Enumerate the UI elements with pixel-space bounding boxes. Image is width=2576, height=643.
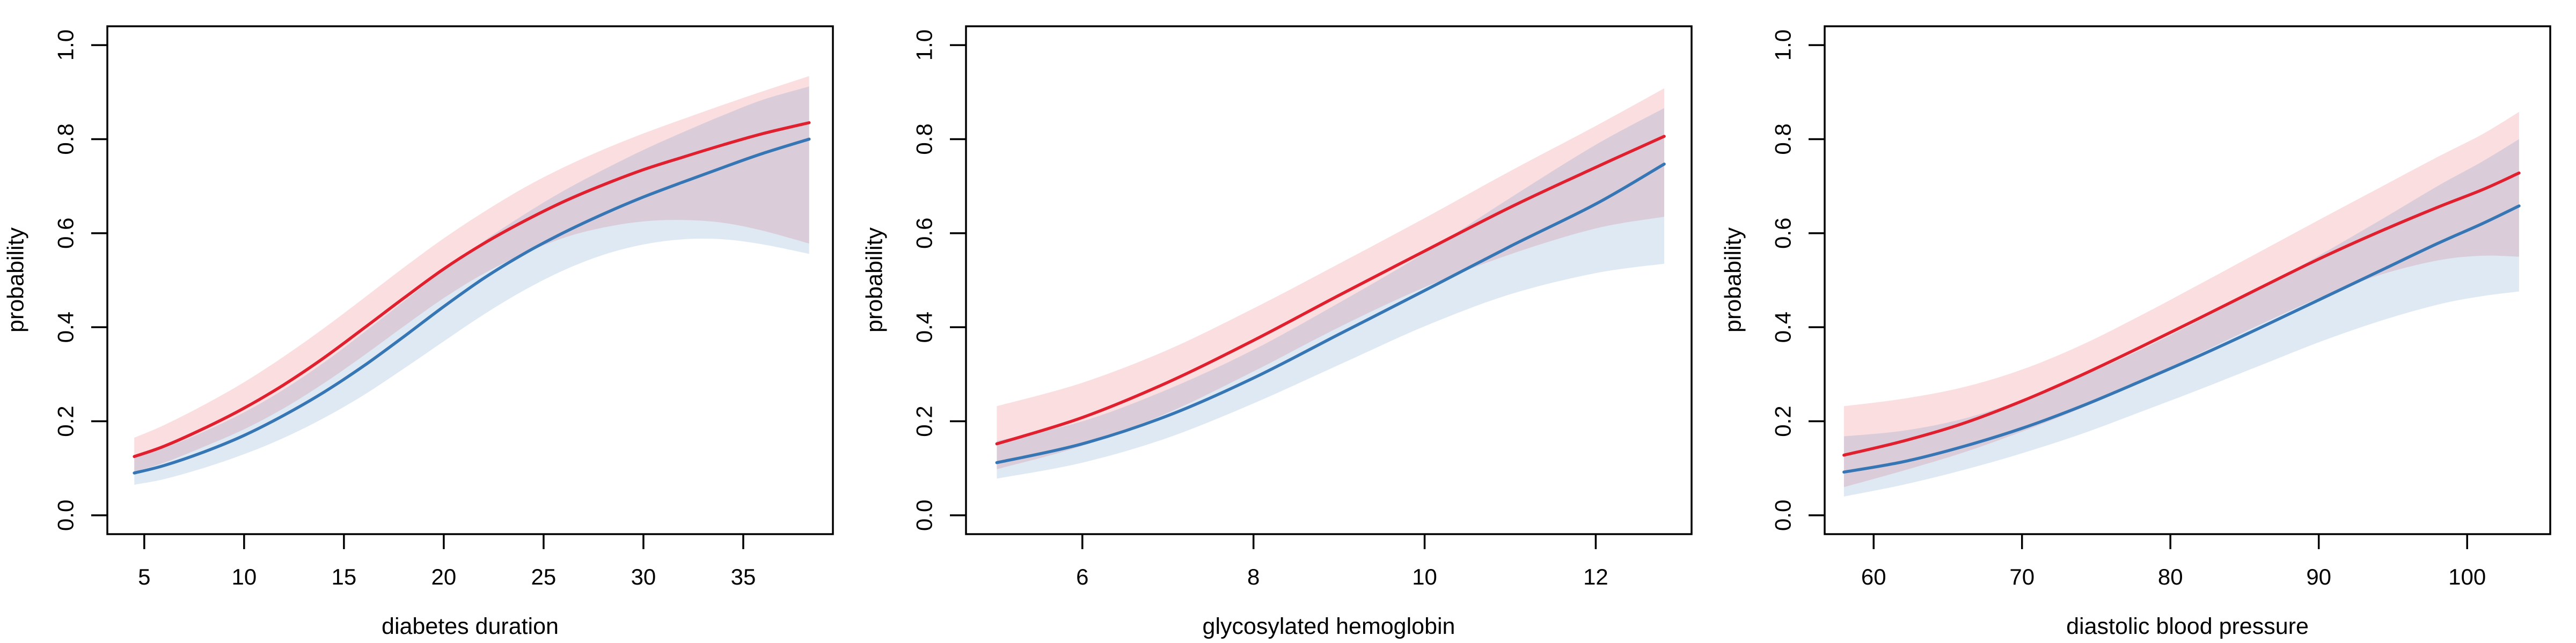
x-tick-label: 8	[1247, 564, 1260, 589]
x-tick-label: 100	[2448, 564, 2486, 589]
y-axis-ticks: 0.0 0.2 0.4 0.6 0.8 1.0	[1770, 29, 1825, 531]
x-axis-ticks: 6 8 10 12	[1076, 534, 1608, 589]
x-tick-label: 5	[138, 564, 150, 589]
y-axis-title: probability	[1720, 227, 1746, 332]
panel-diastolic-blood-pressure: 60 70 80 90 100 0.0 0.2 0.4 0.6 0.8 1.0 diastolic …	[1717, 0, 2576, 643]
x-tick-label: 20	[431, 564, 457, 589]
y-tick-label: 1.0	[912, 29, 937, 61]
panel-diabetes-duration: 5 10 15 20 25 30 35 0.0 0.2 0.4 0.6 0.8 1.0 diabetes…	[0, 0, 859, 643]
blue-curve	[995, 162, 1666, 464]
y-tick-label: 0.4	[53, 312, 78, 343]
y-tick-label: 0.2	[1770, 405, 1796, 437]
y-axis-ticks: 0.0 0.2 0.4 0.6 0.8 1.0	[53, 29, 107, 531]
x-tick-label: 10	[1412, 564, 1437, 589]
y-tick-label: 0.8	[53, 123, 78, 154]
x-tick-label: 10	[231, 564, 257, 589]
x-tick-label: 6	[1076, 564, 1088, 589]
y-axis-title: probability	[861, 227, 888, 332]
y-tick-label: 0.0	[53, 500, 78, 531]
red-confidence-band	[1843, 112, 2519, 487]
y-tick-label: 0.8	[1770, 123, 1796, 154]
y-tick-label: 0.8	[912, 123, 937, 154]
y-tick-label: 0.4	[1770, 312, 1796, 343]
chart-glycosylated-hemoglobin: 6 8 10 12 0.0 0.2 0.4 0.6 0.8 1.0	[912, 25, 1693, 589]
y-tick-label: 0.2	[53, 405, 78, 437]
y-tick-label: 0.4	[912, 312, 937, 343]
x-tick-label: 30	[631, 564, 656, 589]
x-tick-label: 90	[2306, 564, 2331, 589]
x-axis-title: glycosylated hemoglobin	[1202, 614, 1455, 639]
x-tick-label: 70	[2009, 564, 2035, 589]
y-tick-label: 0.0	[1770, 500, 1796, 531]
y-tick-label: 1.0	[53, 29, 78, 61]
red-curve	[995, 135, 1666, 446]
y-axis-ticks: 0.0 0.2 0.4 0.6 0.8 1.0	[912, 29, 966, 531]
y-tick-label: 0.0	[912, 500, 937, 531]
x-axis-ticks: 5 10 15 20 25 30 35	[138, 534, 756, 589]
blue-confidence-band	[997, 108, 1664, 479]
x-tick-label: 60	[1861, 564, 1886, 589]
blue-curve	[1842, 204, 2521, 474]
x-tick-label: 15	[332, 564, 357, 589]
panel-glycosylated-hemoglobin: 6 8 10 12 0.0 0.2 0.4 0.6 0.8 1.0 glycosylated he…	[859, 0, 1717, 643]
y-axis-title: probability	[3, 227, 29, 332]
x-tick-label: 25	[531, 564, 557, 589]
y-tick-label: 0.2	[912, 405, 937, 437]
y-tick-label: 0.6	[912, 218, 937, 249]
red-confidence-band	[997, 88, 1664, 469]
red-curve	[1842, 171, 2521, 457]
y-tick-label: 1.0	[1770, 29, 1796, 61]
blue-curve	[133, 137, 811, 475]
x-tick-label: 80	[2158, 564, 2183, 589]
chart-diastolic-blood-pressure: 60 70 80 90 100 0.0 0.2 0.4 0.6 0.8 1.0	[1770, 25, 2551, 589]
y-tick-label: 0.6	[53, 218, 78, 249]
y-tick-label: 0.6	[1770, 218, 1796, 249]
chart-diabetes-duration: 5 10 15 20 25 30 35 0.0 0.2 0.4 0.6 0.8 1.0	[53, 25, 834, 589]
x-axis-title: diastolic blood pressure	[2066, 614, 2309, 639]
x-tick-label: 12	[1583, 564, 1608, 589]
x-tick-label: 35	[731, 564, 756, 589]
x-axis-ticks: 60 70 80 90 100	[1861, 534, 2486, 589]
plot-box	[965, 25, 1693, 535]
plot-box	[1824, 25, 2551, 535]
blue-confidence-band	[1843, 139, 2519, 497]
x-axis-title: diabetes duration	[382, 614, 559, 639]
red-curve	[133, 121, 811, 459]
plot-box	[106, 25, 834, 535]
